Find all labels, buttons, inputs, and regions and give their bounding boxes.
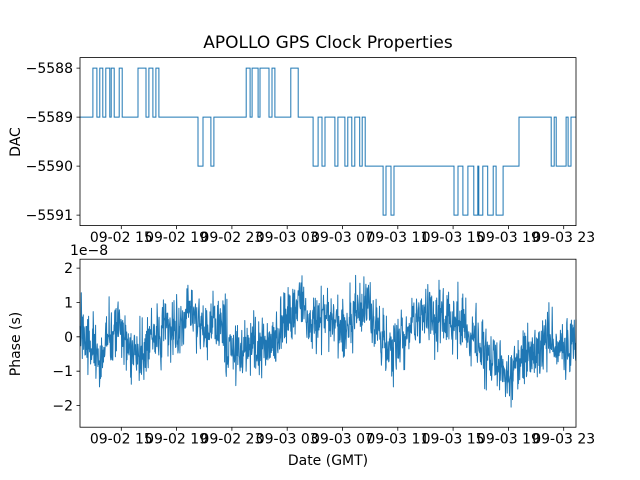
top-x-tick-label: 09-03 19 bbox=[477, 230, 540, 246]
bottom-x-tick-label: 09-03 07 bbox=[311, 432, 374, 448]
top-x-tick-label: 09-02 19 bbox=[145, 230, 208, 246]
top-x-tick-label: 09-03 07 bbox=[311, 230, 374, 246]
top-y-tick-label: −5590 bbox=[26, 159, 73, 175]
bottom-x-tick-label: 09-02 19 bbox=[145, 432, 208, 448]
bottom-y-tick-label: −2 bbox=[52, 399, 73, 415]
top-y-tick-label: −5589 bbox=[26, 110, 73, 126]
bottom-y-tick-label: −1 bbox=[52, 364, 73, 380]
top-x-tick-label: 09-03 03 bbox=[256, 230, 319, 246]
bottom-axes-ticks bbox=[76, 267, 565, 431]
bottom-x-tick-label: 09-03 15 bbox=[422, 432, 485, 448]
bottom-x-tick-label: 09-03 19 bbox=[477, 432, 540, 448]
figure-title: APOLLO GPS Clock Properties bbox=[203, 33, 453, 53]
phase-axis-label: Phase (s) bbox=[8, 311, 24, 377]
top-y-tick-label: −5588 bbox=[26, 61, 73, 77]
top-axes-frame bbox=[79, 57, 577, 226]
dac-step-line bbox=[80, 67, 576, 216]
top-x-tick-label: 09-03 15 bbox=[422, 230, 485, 246]
bottom-axes-frame bbox=[79, 258, 577, 428]
bottom-x-tick-label: 09-02 15 bbox=[90, 432, 153, 448]
bottom-x-tick-label: 09-03 11 bbox=[366, 432, 429, 448]
top-axes-ticks bbox=[76, 67, 565, 230]
top-x-tick-label: 09-03 23 bbox=[532, 230, 595, 246]
bottom-y-tick-label: 2 bbox=[64, 261, 73, 277]
date-axis-label: Date (GMT) bbox=[287, 453, 369, 469]
top-x-tick-label: 09-03 11 bbox=[366, 230, 429, 246]
top-y-tick-label: −5591 bbox=[26, 208, 73, 224]
top-x-tick-label: 09-02 15 bbox=[90, 230, 153, 246]
phase-noise-line bbox=[79, 274, 577, 408]
top-x-tick-label: 09-02 23 bbox=[200, 230, 263, 246]
bottom-y-tick-label: 0 bbox=[64, 330, 73, 346]
bottom-x-tick-label: 09-03 23 bbox=[532, 432, 595, 448]
bottom-x-tick-label: 09-03 03 bbox=[256, 432, 319, 448]
bottom-x-tick-label: 09-02 23 bbox=[200, 432, 263, 448]
dac-axis-label: DAC bbox=[8, 127, 24, 157]
offset-exponent-label: 1e−8 bbox=[70, 243, 109, 259]
bottom-y-tick-label: 1 bbox=[64, 296, 73, 312]
